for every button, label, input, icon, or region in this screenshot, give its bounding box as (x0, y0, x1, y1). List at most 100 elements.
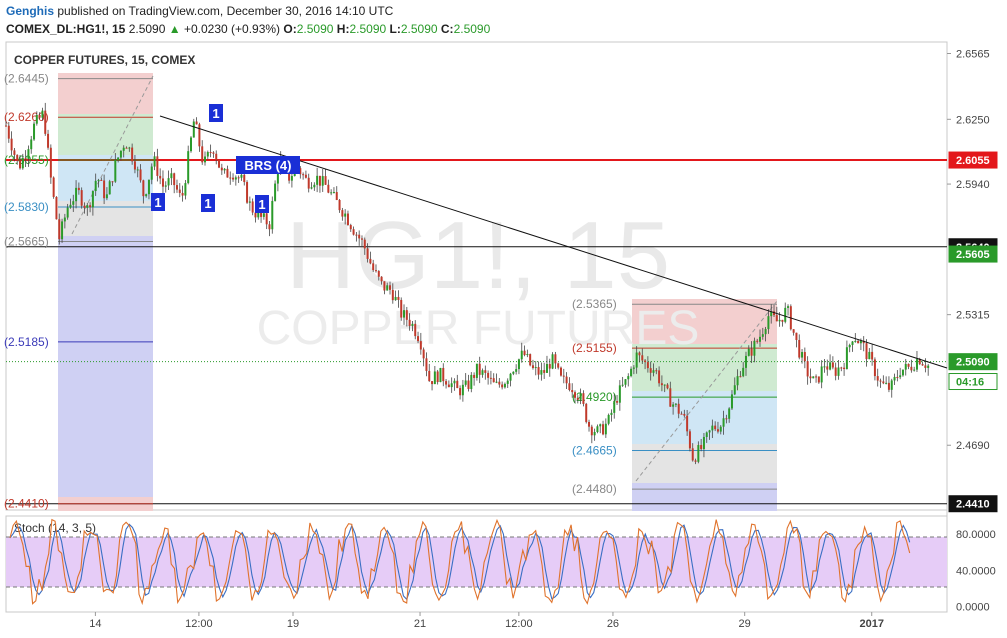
candle-body (218, 160, 221, 168)
candle-body (809, 376, 812, 379)
candle-body (464, 380, 467, 385)
candle-body (907, 363, 910, 367)
candle-body (470, 374, 473, 389)
candle-body (159, 175, 162, 179)
candle-body (515, 369, 518, 372)
candle-body (198, 124, 201, 147)
candle-body (702, 436, 705, 450)
candle-body (787, 306, 790, 308)
candle-body (896, 376, 899, 378)
candle-body (380, 276, 383, 282)
candle-body (534, 367, 537, 369)
candle-body (798, 339, 801, 358)
candle-body (585, 403, 588, 422)
candle-body (473, 374, 476, 378)
candle-body (389, 285, 392, 290)
candle-body (55, 196, 58, 220)
candle-body (632, 367, 635, 369)
candle-body (725, 418, 728, 420)
candle-body (467, 380, 470, 389)
wave-marker-label: 1 (258, 197, 265, 212)
candle-body (318, 175, 321, 186)
stoch-d-line (9, 523, 911, 601)
open-value: 2.5090 (296, 22, 334, 36)
candle-body (492, 378, 495, 383)
candle-body (927, 365, 930, 368)
candle-body (133, 161, 136, 170)
candle-body (274, 183, 277, 201)
candle-body (590, 426, 593, 436)
fib-left-zone-violet (58, 236, 153, 511)
candle-body (63, 217, 66, 222)
price-axis[interactable]: 2.6565 2.6250 2.5940 2.5315 2.4690 2.6055 2.56… (947, 48, 998, 513)
candle-body (475, 363, 478, 378)
candle-body (49, 147, 52, 178)
candle-body (565, 376, 568, 384)
price-tag-label: 2.5605 (956, 249, 990, 261)
candle-body (666, 384, 669, 389)
fib-right-zone-red (632, 299, 777, 344)
candle-body (551, 354, 554, 369)
publish-line: Genghis published on TradingView.com, De… (6, 4, 393, 18)
candle-body (503, 383, 506, 388)
candle-body (579, 393, 582, 400)
wave-marker (201, 194, 215, 212)
candle-body (161, 178, 164, 187)
candles (5, 102, 930, 465)
candle-body (265, 213, 268, 225)
candle-body (630, 368, 633, 377)
author-link[interactable]: Genghis (6, 4, 55, 18)
price-tick-label: 2.5940 (956, 179, 990, 191)
candle-body (669, 388, 672, 407)
candle-body (215, 153, 218, 161)
candle-body (234, 177, 237, 180)
fib-level-label: (2.5185) (4, 335, 49, 349)
candle-body (349, 225, 352, 230)
candle-body (72, 201, 75, 205)
time-tick-label: 12:00 (185, 618, 213, 630)
time-axis[interactable]: 14 12:00 19 21 12:00 26 29 2017 (89, 612, 884, 630)
candle-body (607, 414, 610, 424)
candle-body (795, 332, 798, 340)
candle-body (843, 367, 846, 370)
candle-body (372, 263, 375, 271)
candle-body (571, 390, 574, 393)
candle-body (658, 370, 661, 384)
price-tick-label: 2.6565 (956, 48, 990, 60)
candle-body (557, 363, 560, 368)
candle-body (728, 408, 731, 419)
candle-body (175, 185, 178, 190)
candle-body (209, 152, 212, 154)
candle-body (618, 385, 621, 403)
candle-body (904, 363, 907, 370)
candle-body (251, 201, 254, 213)
horizontal-lines (6, 159, 947, 505)
candle-body (876, 376, 879, 381)
candle-body (184, 183, 187, 196)
time-tick-label: 14 (89, 618, 101, 630)
candle-body (195, 121, 198, 125)
candle-body (400, 299, 403, 318)
candle-body (386, 285, 389, 291)
candle-body (489, 377, 492, 379)
candle-body (526, 354, 529, 356)
candle-body (733, 385, 736, 395)
candle-body (276, 171, 279, 184)
candle-body (352, 229, 355, 235)
candle-body (417, 336, 420, 342)
candle-body (453, 380, 456, 384)
candle-body (621, 384, 624, 386)
candle-body (767, 316, 770, 330)
candle-body (83, 205, 86, 208)
candle-body (10, 138, 13, 151)
candle-body (831, 362, 834, 368)
quote-line: COMEX_DL:HG1!, 15 2.5090 ▲ +0.0230 (+0.9… (6, 22, 490, 36)
candle-body (509, 373, 512, 381)
candle-body (680, 413, 683, 415)
candle-body (44, 110, 47, 134)
candle-body (792, 329, 795, 333)
wave-marker-label: 1 (154, 195, 161, 210)
fib-left-diagonal (71, 75, 154, 235)
watermark-symbol: HG1!, 15 (286, 202, 670, 309)
